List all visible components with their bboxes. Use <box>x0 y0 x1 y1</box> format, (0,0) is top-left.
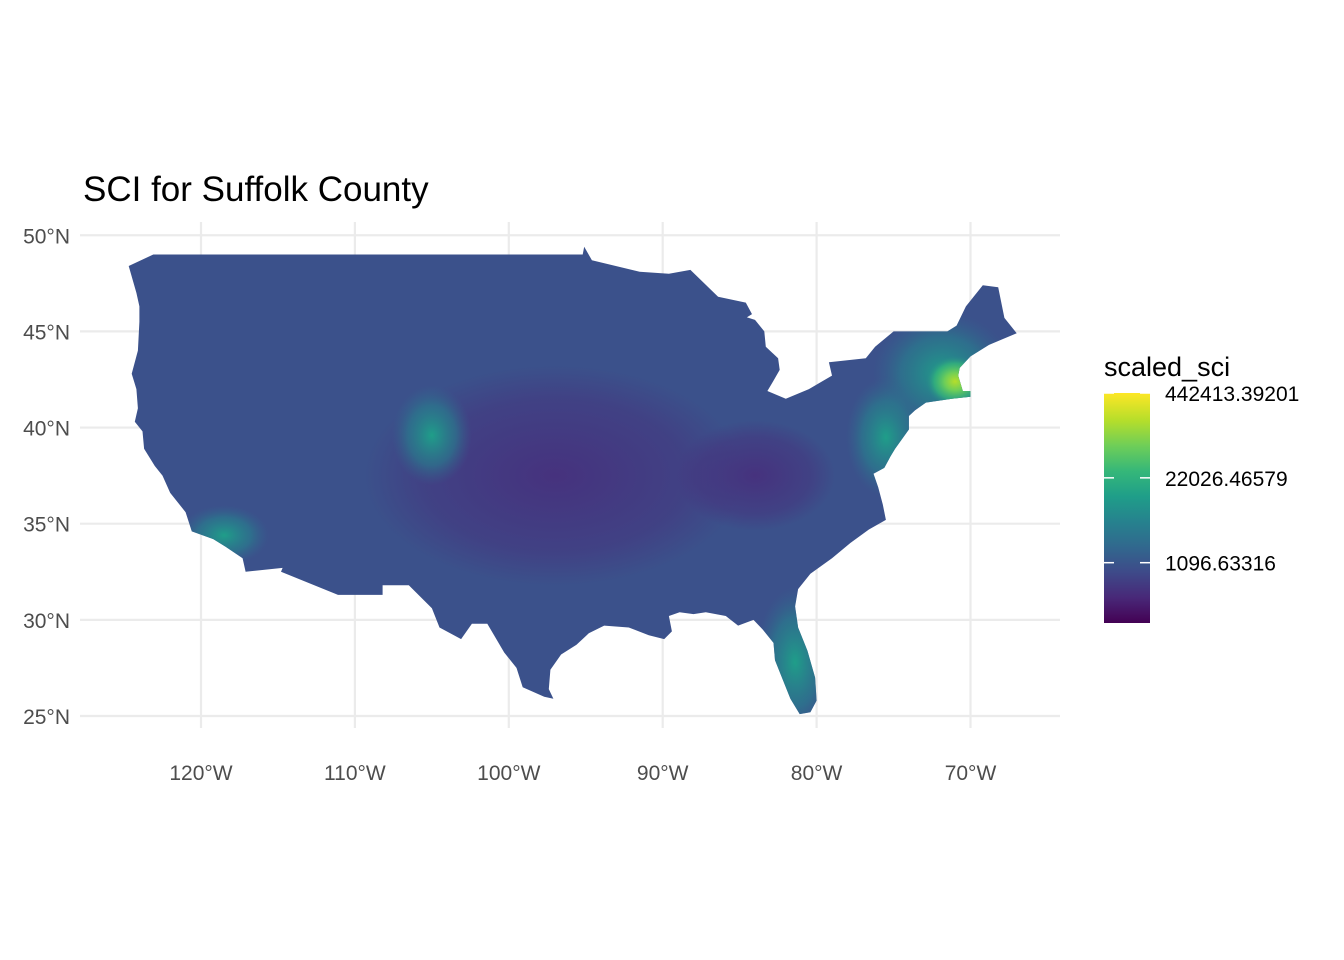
y-tick-label: 35°N <box>23 514 70 537</box>
x-axis-ticks: 120°W 110°W 100°W 90°W 80°W 70°W <box>169 762 996 785</box>
region-hot-east-coast <box>845 377 926 498</box>
legend-label: 22026.46579 <box>1165 468 1288 491</box>
x-tick-label: 120°W <box>169 762 232 785</box>
x-tick-label: 110°W <box>324 762 386 785</box>
legend-colorbar <box>1104 393 1150 623</box>
legend-label: 1096.63316 <box>1165 553 1276 576</box>
legend-title: scaled_sci <box>1104 352 1230 382</box>
y-tick-label: 40°N <box>23 418 70 441</box>
region-hot-california <box>179 505 270 566</box>
x-tick-label: 90°W <box>637 762 689 785</box>
y-tick-label: 45°N <box>23 321 70 344</box>
y-tick-label: 30°N <box>23 610 70 633</box>
region-hot-colorado <box>391 385 472 486</box>
us-county-map <box>128 246 1017 715</box>
y-axis-ticks: 25°N 30°N 35°N 40°N 45°N 50°N <box>23 225 70 729</box>
legend-label: 442413.39201 <box>1165 383 1299 406</box>
x-tick-label: 80°W <box>791 762 843 785</box>
region-hot-florida <box>755 587 836 715</box>
x-tick-label: 70°W <box>945 762 997 785</box>
region-cold-appalachia <box>675 420 836 531</box>
color-legend: scaled_sci 442413.39201 22026.46579 1096.6… <box>1104 352 1299 623</box>
x-tick-label: 100°W <box>477 762 540 785</box>
chart-title: SCI for Suffolk County <box>83 170 429 209</box>
y-tick-label: 25°N <box>23 706 70 729</box>
legend-ticks: 442413.39201 22026.46579 1096.63316 <box>1104 383 1299 576</box>
region-hot-boston <box>925 355 986 408</box>
y-tick-label: 50°N <box>23 225 70 248</box>
